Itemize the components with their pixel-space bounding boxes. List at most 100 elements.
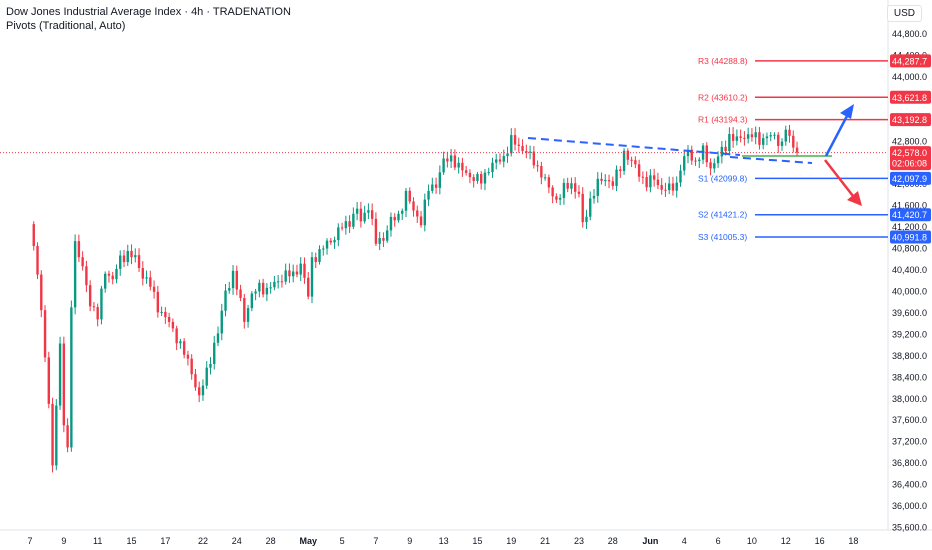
y-tick-label: 40,000.0 (892, 286, 927, 296)
candle-body (167, 317, 171, 322)
candle-body (276, 281, 280, 283)
candle-body (431, 184, 434, 191)
candle-body (739, 136, 742, 138)
x-tick-label: 9 (61, 536, 66, 546)
x-tick-label: 19 (506, 536, 516, 546)
candle-body (284, 270, 287, 282)
bearish-arrow-shaft[interactable] (824, 159, 854, 197)
candle-body (607, 180, 611, 182)
candle-body (408, 190, 411, 202)
x-tick-label: 22 (198, 536, 208, 546)
candle-body (464, 170, 468, 173)
pivot-axis-value-s3: 40,991.8 (892, 233, 927, 243)
candle-body (40, 274, 43, 311)
x-tick-label: 21 (540, 536, 550, 546)
x-tick-label: 10 (747, 536, 757, 546)
chart-title[interactable]: Dow Jones Industrial Average Index · 4h … (6, 6, 291, 18)
x-tick-label: 24 (232, 536, 242, 546)
candle-body (574, 183, 577, 192)
candle-body (566, 182, 569, 189)
candle-body (449, 155, 453, 162)
candle-body (652, 175, 656, 180)
y-tick-label: 38,800.0 (892, 351, 927, 361)
candle-body (179, 341, 182, 344)
candle-body (416, 210, 419, 217)
candle-body (547, 177, 551, 188)
candle-body (235, 270, 238, 290)
x-tick-label: 4 (682, 536, 687, 546)
candle-body (85, 266, 88, 286)
trendline-lower[interactable] (729, 156, 813, 164)
candle-body (664, 189, 667, 191)
x-tick-label: 15 (472, 536, 482, 546)
bullish-arrow-shaft[interactable] (824, 115, 849, 157)
candle-body (641, 176, 645, 178)
y-tick-label: 39,600.0 (892, 308, 927, 318)
candle-body (367, 210, 370, 213)
candle-body (472, 177, 475, 181)
pivot-label-r3: R3 (44288.8) (698, 56, 748, 66)
y-tick-label: 41,600.0 (892, 201, 927, 211)
y-tick-label: 36,800.0 (892, 458, 927, 468)
candle-body (374, 218, 378, 244)
candle-body (446, 158, 449, 162)
candle-body (427, 190, 430, 200)
indicator-legend[interactable]: Pivots (Traditional, Auto) (6, 20, 126, 32)
candle-body (325, 240, 329, 249)
candle-body (502, 156, 505, 162)
candle-body (419, 216, 423, 226)
candle-body (626, 150, 630, 160)
bearish-arrow-head[interactable] (847, 191, 862, 206)
candle-body (81, 257, 84, 267)
current-price-value: 42,578.0 (892, 148, 927, 158)
candle-body (382, 237, 385, 241)
candle-body (337, 227, 340, 241)
candle-body (581, 193, 584, 223)
candle-body (370, 210, 374, 219)
candle-body (292, 271, 295, 277)
pivot-axis-value-r2: 43,621.8 (892, 93, 927, 103)
candle-body (720, 146, 724, 157)
pivot-axis-value-s2: 41,420.7 (892, 210, 927, 220)
candle-body (88, 285, 92, 307)
candle-body (622, 150, 626, 171)
candle-body (363, 212, 366, 222)
candle-body (47, 357, 50, 404)
candle-body (765, 136, 769, 139)
candle-body (769, 135, 772, 137)
candle-body (122, 255, 126, 263)
candle-body (750, 134, 754, 138)
candle-body (303, 263, 306, 278)
candle-body (254, 291, 257, 294)
pivot-axis-tag-s1 (890, 171, 931, 185)
candle-body (645, 177, 648, 188)
candle-body (762, 138, 765, 145)
x-tick-label: 13 (439, 536, 449, 546)
candle-body (442, 158, 445, 173)
x-tick-label: 5 (340, 536, 345, 546)
bullish-arrow-head[interactable] (840, 104, 854, 119)
candle-body (792, 135, 795, 148)
pivot-axis-tag-s2 (890, 208, 931, 222)
candle-body (314, 257, 317, 262)
candle-body (453, 155, 457, 168)
candle-body (728, 133, 731, 152)
candle-body (333, 240, 336, 243)
x-tick-label: 15 (127, 536, 137, 546)
currency-button[interactable]: USD (886, 5, 922, 22)
candle-body (43, 310, 47, 358)
candle-body (36, 245, 39, 275)
candle-body (340, 227, 344, 229)
candle-body (355, 208, 359, 214)
candle-body (468, 172, 472, 178)
candle-body (250, 293, 254, 309)
candle-body (532, 151, 536, 166)
x-tick-label: 9 (407, 536, 412, 546)
candle-body (423, 199, 426, 226)
candle-body (746, 134, 750, 139)
candle-body (96, 307, 99, 320)
trendline-upper[interactable] (527, 137, 741, 156)
candle-body (224, 290, 227, 311)
